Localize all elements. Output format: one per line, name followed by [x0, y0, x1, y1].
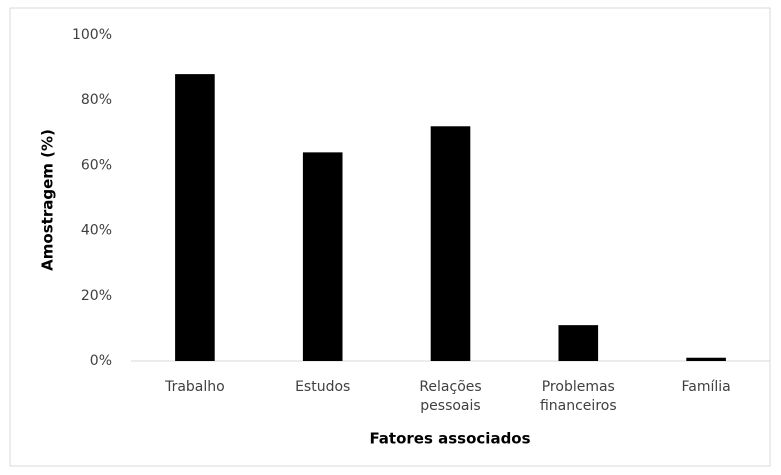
y-tick-label: 40% — [81, 223, 112, 239]
x-tick-label: Família — [681, 379, 730, 395]
y-tick-label: 60% — [81, 157, 112, 173]
bar — [175, 74, 215, 362]
y-tick-label: 0% — [90, 353, 112, 369]
x-tick-label: Trabalho — [164, 379, 225, 395]
y-axis-title: Amostragem (%) — [39, 129, 57, 271]
y-tick-label: 20% — [81, 288, 112, 304]
x-axis-title: Fatores associados — [369, 430, 530, 448]
x-tick-label: Relações pessoais — [419, 379, 481, 414]
y-tick-label: 80% — [81, 92, 112, 108]
x-tick-label: Problemas financeiros — [540, 379, 617, 414]
bar — [430, 126, 471, 361]
bar — [686, 357, 726, 361]
y-tick-label: 100% — [72, 27, 112, 43]
chart-border — [9, 7, 771, 467]
bar — [302, 152, 343, 361]
x-tick-label: Estudos — [295, 379, 350, 395]
bar — [558, 325, 599, 361]
